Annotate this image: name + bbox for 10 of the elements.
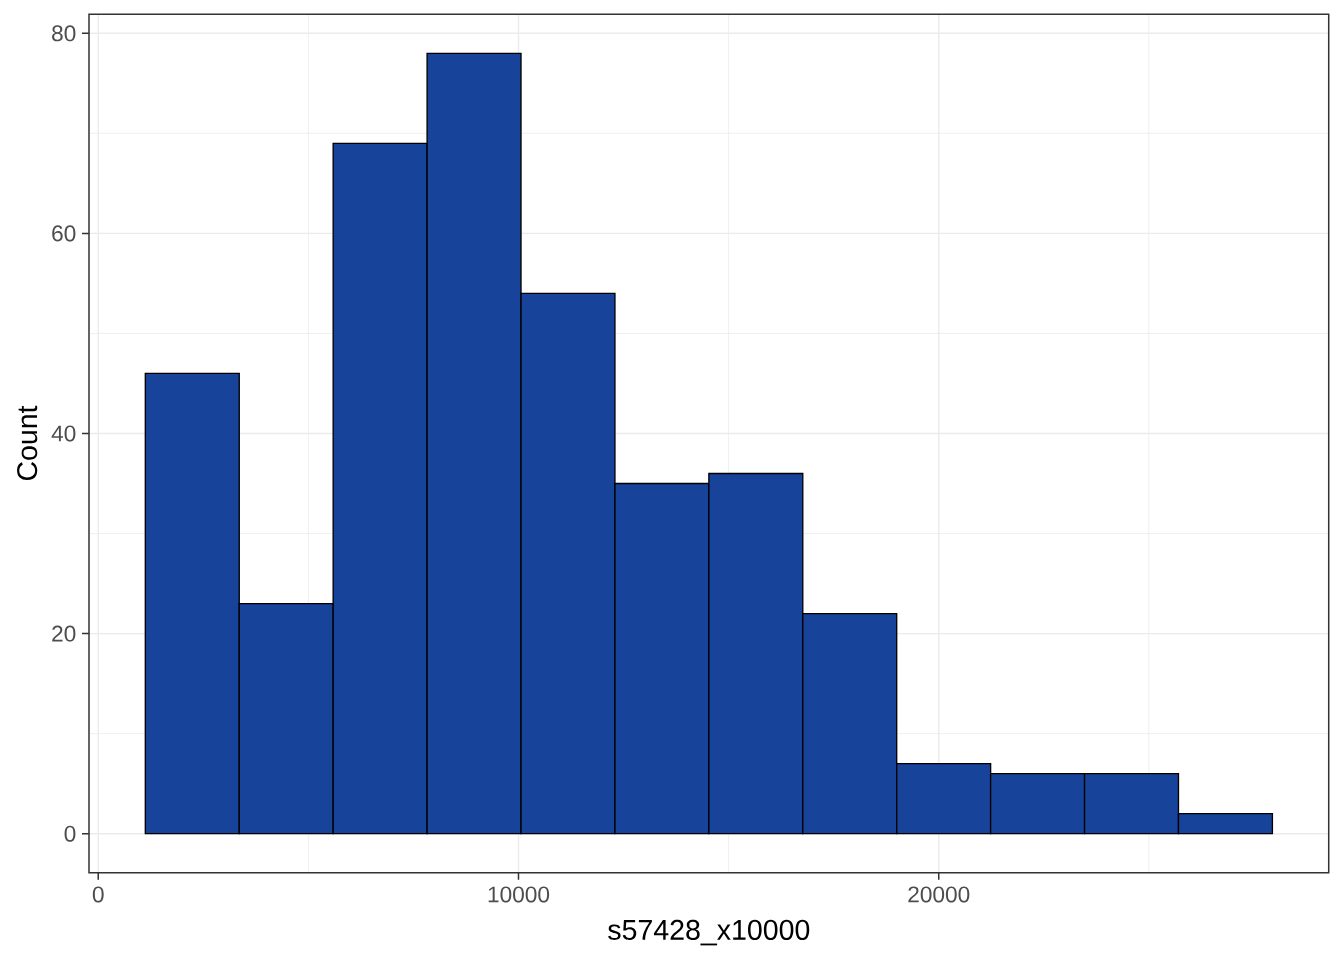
x-tick-label: 10000: [488, 886, 550, 903]
x-tick-label: 0: [92, 886, 104, 903]
y-tick-label: 60: [52, 225, 76, 242]
y-tick-label: 80: [52, 25, 76, 42]
y-tick-label: 0: [64, 825, 76, 842]
y-axis-title: Count: [17, 405, 38, 481]
y-tick-label: 40: [51, 425, 76, 442]
y-tick-label: 20: [52, 625, 76, 642]
x-axis-title: s57428_x10000: [608, 919, 810, 946]
x-tick-label: 20000: [908, 886, 970, 903]
